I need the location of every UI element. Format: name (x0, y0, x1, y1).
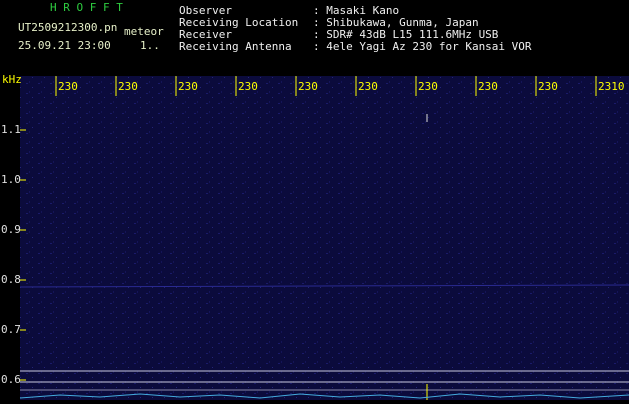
info-value: : Masaki Kano (313, 4, 399, 17)
info-value: : 4ele Yagi Az 230 for Kansai VOR (313, 40, 532, 53)
file-name: UT2509212300.pn (18, 21, 117, 34)
noise-level (19, 393, 629, 399)
file-suffix: meteor (124, 25, 164, 38)
x-tick-label: 230 (238, 80, 258, 93)
unit-label: kHz (2, 73, 22, 86)
y-tick-label: 1.0 (1, 173, 21, 186)
info-label: Receiving Antenna (179, 40, 292, 53)
info-label: Receiver (179, 28, 232, 41)
x-tick-label: 230 (478, 80, 498, 93)
x-tick-label: 230 (538, 80, 558, 93)
info-label: Observer (179, 4, 232, 17)
x-tick-label: 2310 (598, 80, 625, 93)
x-tick-label: 230 (358, 80, 378, 93)
x-tick-label: 230 (58, 80, 78, 93)
x-tick-label: 230 (178, 80, 198, 93)
y-tick-label: 1.1 (1, 123, 21, 136)
count: 1.. (140, 39, 160, 52)
y-tick-label: 0.7 (1, 323, 21, 336)
date: 25.09.21 23:00 (18, 39, 111, 52)
program-title: H R O F F T (50, 1, 123, 14)
signal-trace (19, 284, 629, 288)
y-tick-label: 0.8 (1, 273, 21, 286)
spectrogram (20, 76, 629, 400)
x-tick-label: 230 (418, 80, 438, 93)
y-tick-label: 0.9 (1, 223, 21, 236)
y-tick-label: 0.6 (1, 373, 21, 386)
info-label: Receiving Location (179, 16, 298, 29)
x-tick-label: 230 (298, 80, 318, 93)
x-tick-label: 230 (118, 80, 138, 93)
info-value: : SDR# 43dB L15 111.6MHz USB (313, 28, 499, 41)
info-value: : Shibukawa, Gunma, Japan (313, 16, 479, 29)
